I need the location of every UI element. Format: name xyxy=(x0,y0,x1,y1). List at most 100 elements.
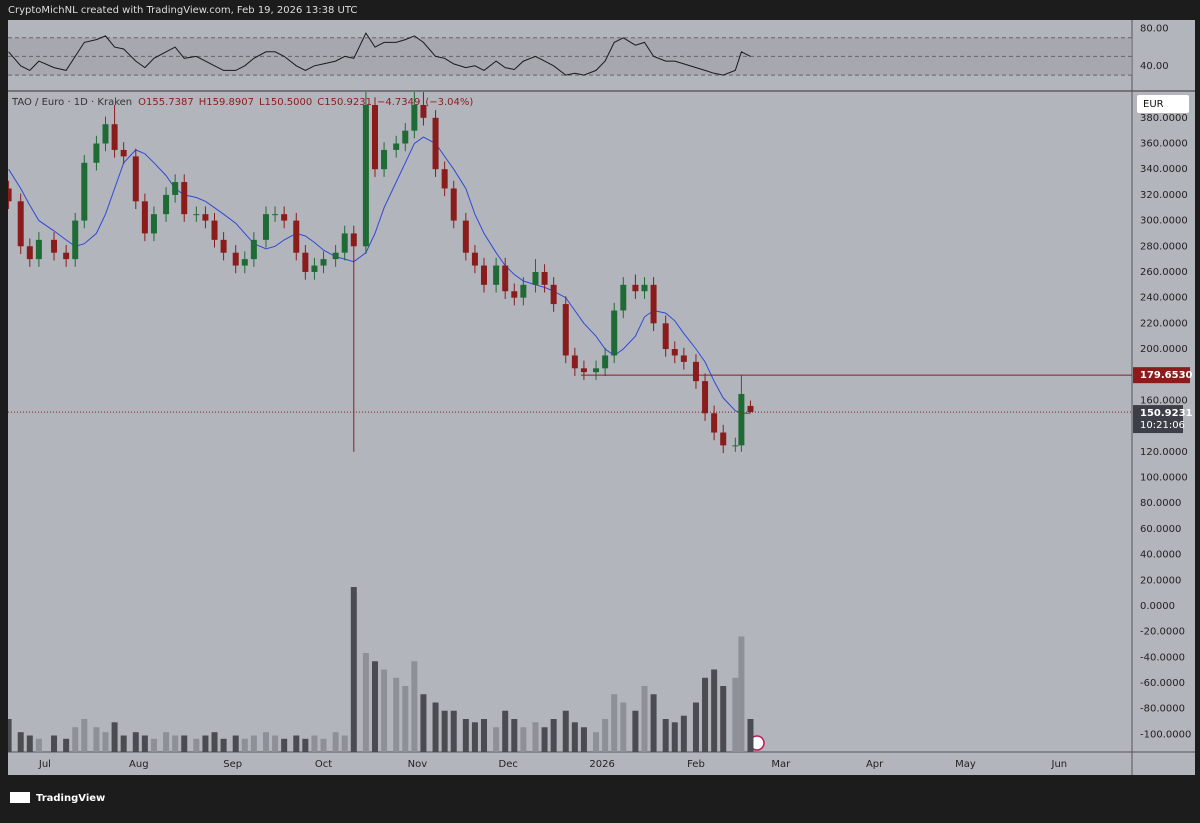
legend-open: O155.7387 xyxy=(138,97,194,108)
volume-bar xyxy=(420,694,427,752)
candle-body xyxy=(441,169,448,189)
candle-body xyxy=(102,124,109,144)
volume-bar xyxy=(211,732,218,752)
candle-body xyxy=(432,117,439,170)
x-tick-label: Oct xyxy=(315,759,332,770)
legend-low: L150.5000 xyxy=(259,97,312,108)
volume-bar xyxy=(371,661,378,752)
volume-bar xyxy=(720,686,727,752)
candle-body xyxy=(662,323,669,350)
volume-bar xyxy=(493,727,500,752)
candle-body xyxy=(702,381,709,414)
last-price-bg xyxy=(1133,405,1183,434)
x-tick-label: Mar xyxy=(771,759,791,770)
volume-bar xyxy=(311,735,318,752)
x-tick-label: 2026 xyxy=(589,759,614,770)
candle-body xyxy=(350,233,357,247)
volume-bar xyxy=(441,710,448,752)
volume-bar xyxy=(641,686,648,752)
volume-bar xyxy=(181,735,188,752)
candle-body xyxy=(193,214,200,216)
candle-body xyxy=(211,220,218,240)
candle-body xyxy=(120,149,127,157)
candle-body xyxy=(220,239,227,253)
volume-bar xyxy=(381,669,388,752)
volume-bar xyxy=(471,722,478,752)
candle-body xyxy=(181,182,188,215)
candle-body xyxy=(341,233,348,253)
volume-bar xyxy=(193,738,200,752)
volume-bar xyxy=(632,710,639,752)
candle-body xyxy=(692,361,699,382)
candle-body xyxy=(671,349,678,356)
chart-title: TAO / Euro · 1D · Kraken xyxy=(11,97,132,108)
volume-bar xyxy=(532,722,539,752)
candle-body xyxy=(111,124,118,150)
volume-bar xyxy=(402,686,409,752)
volume-bar xyxy=(620,702,627,752)
y-tick-label: 360.0000 xyxy=(1140,139,1188,150)
sma-line xyxy=(8,136,751,414)
volume-bar xyxy=(102,732,109,752)
candle-body xyxy=(450,188,457,221)
y-tick-label: 380.0000 xyxy=(1140,113,1188,124)
volume-bar xyxy=(8,719,12,752)
y-tick-label: 40.0000 xyxy=(1140,550,1181,561)
volume-bar xyxy=(450,710,457,752)
volume-bar xyxy=(293,735,300,752)
volume-bar xyxy=(281,738,288,752)
volume-bar xyxy=(132,732,139,752)
y-tick-label: 120.0000 xyxy=(1140,447,1188,458)
x-tick-label: Sep xyxy=(223,759,242,770)
volume-bar xyxy=(732,677,739,752)
x-tick-label: Aug xyxy=(129,759,149,770)
logo xyxy=(10,792,30,803)
candle-body xyxy=(580,368,587,373)
y-tick-label: -100.0000 xyxy=(1140,729,1191,740)
volume-bar xyxy=(481,719,488,752)
candle-body xyxy=(362,104,369,247)
brand: TradingView xyxy=(36,793,105,804)
candle-body xyxy=(141,201,148,234)
candle-body xyxy=(311,265,318,272)
candle-body xyxy=(541,271,548,285)
legend-change: −4.7349 xyxy=(377,97,420,108)
candle-body xyxy=(571,355,578,369)
candle-body xyxy=(72,220,79,260)
rsi-line xyxy=(8,32,751,76)
candle-body xyxy=(293,220,300,253)
volume-bar xyxy=(611,694,618,752)
volume-bar xyxy=(662,719,669,752)
candle-body xyxy=(250,239,257,260)
candle-body xyxy=(481,265,488,285)
y-tick-label: 20.0000 xyxy=(1140,575,1181,586)
candle-body xyxy=(550,284,557,305)
volume-bar xyxy=(541,727,548,752)
candle-body xyxy=(611,310,618,356)
volume-bar xyxy=(262,732,269,752)
price-pane xyxy=(8,92,1132,752)
volume-bar xyxy=(692,702,699,752)
currency-button[interactable] xyxy=(1137,95,1189,113)
y-tick-label: 220.0000 xyxy=(1140,318,1188,329)
candle-body xyxy=(281,214,288,221)
last-price-label: 150.9231 xyxy=(1140,408,1193,419)
logo-mark xyxy=(10,792,30,803)
y-tick-label: 280.0000 xyxy=(1140,241,1188,252)
y-tick-label: -20.0000 xyxy=(1140,627,1185,638)
volume-bar xyxy=(680,715,687,752)
candle-body xyxy=(302,252,309,272)
volume-bar xyxy=(562,710,569,752)
candle-body xyxy=(93,143,100,163)
candle-body xyxy=(502,265,509,292)
volume-bar xyxy=(111,722,118,752)
candle-body xyxy=(150,214,157,234)
x-tick-label: Jun xyxy=(1051,759,1068,770)
volume-bar xyxy=(571,722,578,752)
volume-bar xyxy=(202,735,209,752)
currency[interactable]: EUR xyxy=(1143,99,1164,110)
candle-body xyxy=(680,355,687,362)
volume-bar xyxy=(241,738,248,752)
y-tick-label: 60.0000 xyxy=(1140,524,1181,535)
rsi-tick-label: 40.00 xyxy=(1140,61,1169,72)
